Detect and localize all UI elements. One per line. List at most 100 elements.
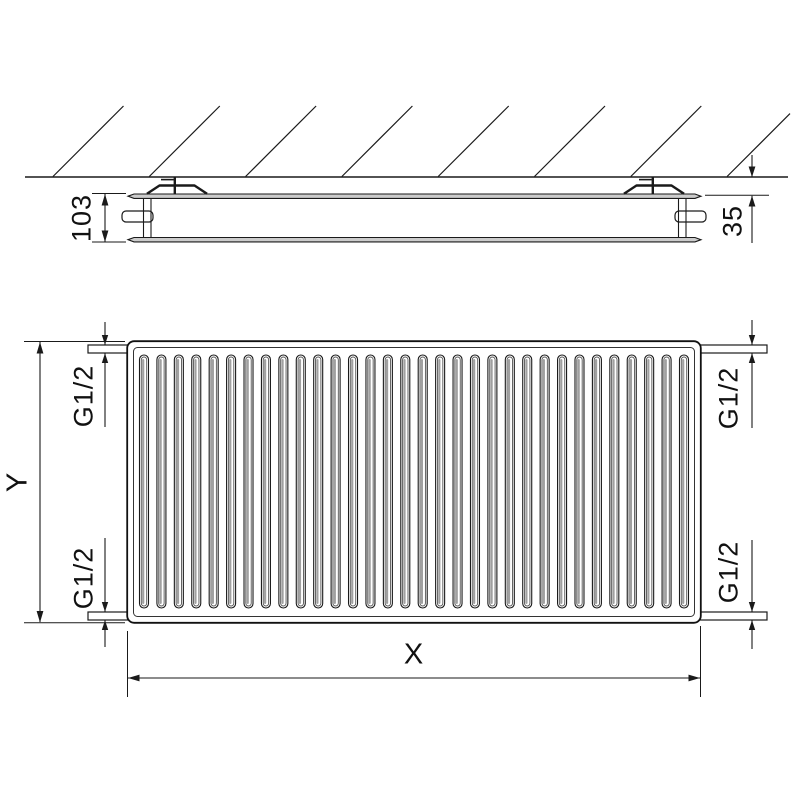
fin-inner-line	[245, 356, 252, 607]
wall-bracket-left	[146, 177, 208, 195]
dimension-wall-gap	[705, 155, 769, 243]
fin-inner-line	[349, 356, 357, 607]
fin-inner-line	[506, 356, 513, 607]
fin-shading	[577, 359, 580, 604]
fin-shading	[542, 359, 545, 604]
fin-shading	[142, 359, 145, 604]
connection-label-bottom-left: G1/2	[68, 546, 99, 610]
pipe-stub-bottom-right	[699, 611, 768, 621]
fin-shading	[333, 359, 336, 604]
wall-gap-dimension-label: 35	[717, 204, 748, 238]
fin-inner-line	[576, 356, 583, 607]
fin-shading	[438, 359, 441, 604]
hatch-line	[52, 105, 124, 177]
pipe-stub-top-left	[87, 344, 129, 354]
fin-shading	[525, 359, 528, 604]
hatch-line	[437, 105, 510, 177]
fin-inner-line	[158, 356, 165, 607]
fin-inner-line	[315, 356, 322, 607]
radiator-body-inner-outline	[133, 347, 695, 617]
side-view	[25, 105, 791, 243]
fin-inner-line	[680, 356, 688, 607]
fin-inner-line	[471, 356, 479, 607]
arrowhead-up	[101, 353, 109, 363]
connection-label-bottom-right: G1/2	[713, 540, 744, 604]
arrowhead-left	[128, 674, 140, 682]
width-dimension-label: X	[403, 638, 425, 671]
pipe-stub-bottom-left	[87, 611, 129, 621]
fin-shading	[560, 359, 563, 604]
fin-inner-line	[140, 356, 148, 607]
fin-shading	[629, 359, 633, 604]
side-pipe-stub-right	[674, 210, 707, 223]
fin-shading	[368, 359, 371, 604]
fin-inner-line	[262, 356, 270, 607]
back-panel-plate	[126, 193, 703, 199]
hatch-line	[148, 105, 221, 177]
arrowhead-down	[101, 602, 109, 612]
arrowhead-up	[748, 195, 756, 207]
arrowhead-up	[36, 342, 44, 354]
fin-shading	[507, 359, 511, 604]
arrowhead-down	[101, 230, 109, 242]
fin-inner-line	[297, 356, 304, 607]
bracket-foot	[146, 184, 208, 195]
fin-inner-line	[628, 356, 635, 607]
wall-bracket-right	[623, 177, 685, 195]
arrowhead-up	[101, 194, 109, 206]
fin-inner-line	[402, 356, 409, 607]
fin-shading	[490, 359, 493, 604]
dimension-width	[127, 626, 701, 697]
radiator-side-profile	[121, 193, 707, 243]
fin-shading	[229, 359, 232, 604]
fin-shading	[159, 359, 162, 604]
fin-shading	[455, 359, 458, 604]
depth-dimension-label: 103	[66, 193, 97, 243]
arrowhead-down	[748, 166, 756, 177]
front-panel-plate	[126, 236, 703, 243]
arrowhead-down	[36, 611, 44, 623]
fin-inner-line	[227, 356, 235, 607]
dimension-connection-top-left	[101, 322, 109, 427]
fin-inner-line	[367, 356, 374, 607]
dimension-connection-bottom-right	[748, 540, 756, 649]
arrowhead-up	[748, 620, 756, 630]
dimension-connection-bottom-left	[101, 538, 109, 647]
bracket-foot	[623, 184, 685, 195]
fin-inner-line	[384, 356, 392, 607]
fin-inner-line	[280, 356, 287, 607]
fin-inner-line	[524, 356, 531, 607]
height-dimension-label: Y	[1, 471, 34, 493]
fin-shading	[281, 359, 284, 604]
fin-shading	[612, 359, 615, 604]
fin-shading	[176, 359, 180, 604]
front-view	[24, 320, 768, 697]
arrowhead-down	[101, 335, 109, 345]
hatch-line	[630, 105, 702, 177]
convector-fins	[138, 354, 690, 609]
connection-label-top-right: G1/2	[713, 366, 744, 430]
fin-inner-line	[663, 356, 670, 607]
dimension-connection-top-right	[748, 320, 756, 428]
hatch-line	[726, 113, 791, 177]
hatch-line	[341, 105, 413, 177]
fin-inner-line	[436, 356, 444, 607]
hatch-line	[245, 105, 317, 177]
connection-label-top-left: G1/2	[68, 364, 99, 428]
fin-shading	[385, 359, 389, 604]
arrowhead-up	[101, 620, 109, 630]
fin-shading	[682, 359, 685, 604]
fin-shading	[264, 359, 267, 604]
fin-shading	[211, 359, 214, 604]
fin-inner-line	[541, 356, 548, 607]
fin-shading	[298, 359, 302, 604]
fin-inner-line	[193, 356, 200, 607]
arrowhead-right	[688, 674, 700, 682]
fin-shading	[246, 359, 249, 604]
fin-shading	[595, 359, 598, 604]
fin-inner-line	[419, 356, 426, 607]
fin-inner-line	[332, 356, 339, 607]
fin-inner-line	[175, 356, 182, 607]
